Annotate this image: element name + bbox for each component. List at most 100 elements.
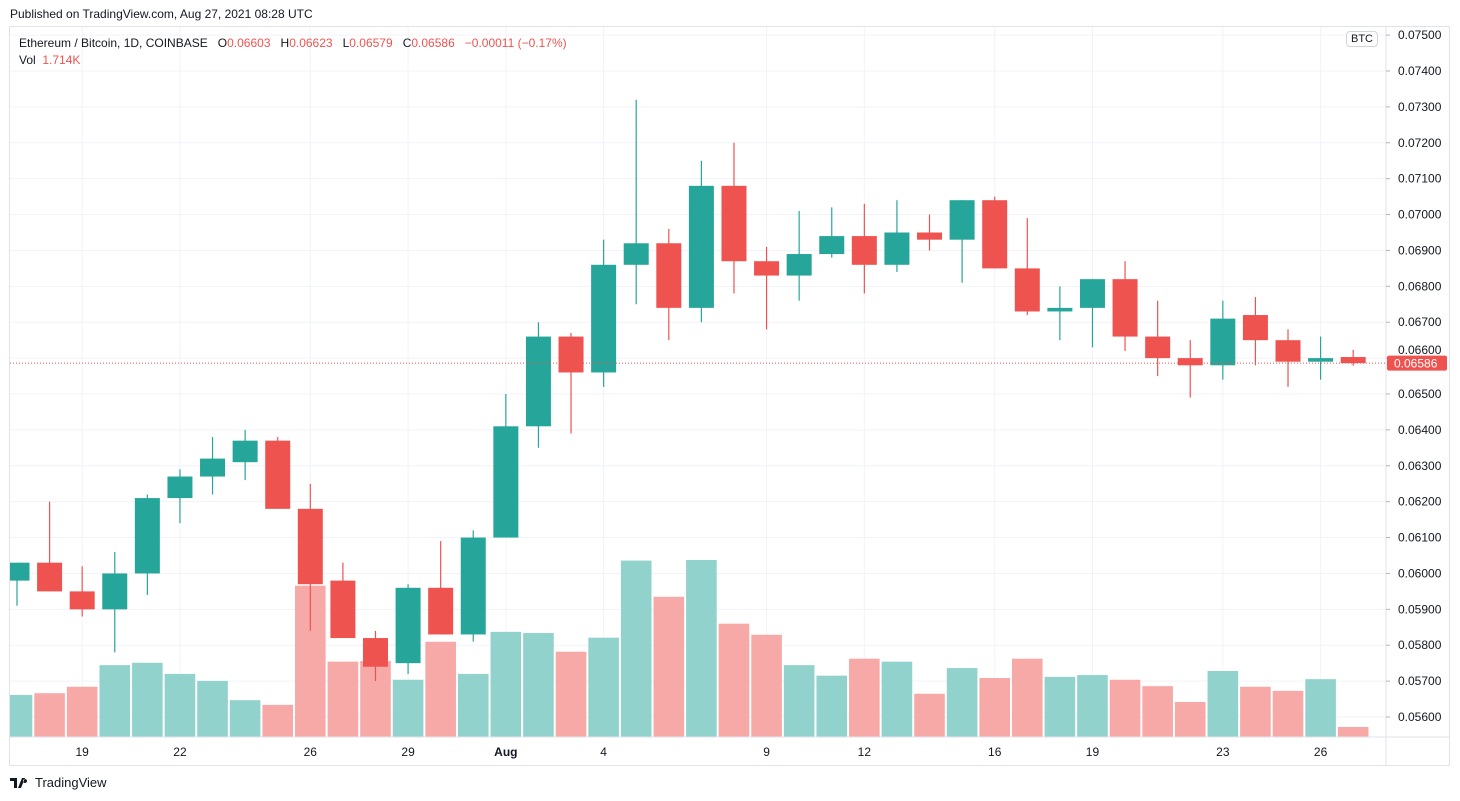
footer-brand[interactable]: TradingView xyxy=(35,775,107,790)
candle-body xyxy=(525,336,551,427)
candle xyxy=(428,541,454,635)
candle xyxy=(851,203,877,294)
candle xyxy=(493,394,519,538)
chart-legend: Ethereum / Bitcoin, 1D, COINBASE O0.0660… xyxy=(19,35,567,69)
candle xyxy=(786,210,812,301)
price-tick-label: 0.06700 xyxy=(1398,315,1442,329)
candle-body xyxy=(558,336,584,373)
candle xyxy=(1242,297,1268,366)
candle-body xyxy=(1047,307,1073,312)
footer: TradingView xyxy=(10,775,107,790)
volume-bar xyxy=(686,560,717,737)
candle xyxy=(37,501,63,592)
candle xyxy=(721,142,747,294)
time-tick-label: Aug xyxy=(494,745,517,759)
high-label: H xyxy=(280,36,290,50)
candle-body xyxy=(1014,268,1040,312)
price-tick-label: 0.06200 xyxy=(1398,495,1442,509)
candle xyxy=(460,530,486,642)
volume-bar xyxy=(1077,675,1108,737)
volume-bar xyxy=(132,662,163,737)
price-tick-label: 0.06600 xyxy=(1398,343,1442,357)
candle xyxy=(982,196,1008,269)
volume-bar xyxy=(816,675,848,737)
candle-body xyxy=(232,440,258,463)
price-tick-label: 0.06400 xyxy=(1398,423,1442,437)
low-value: 0.06579 xyxy=(349,36,393,50)
volume-bars xyxy=(10,560,1369,737)
volume-bar xyxy=(1240,686,1271,737)
candle xyxy=(819,207,845,258)
volume-label: Vol xyxy=(19,53,36,67)
candle-body xyxy=(493,426,519,538)
candle-body xyxy=(982,200,1008,269)
volume-bar xyxy=(849,658,880,737)
volume-bar xyxy=(66,686,98,737)
volume-bar xyxy=(457,673,489,737)
chart-frame xyxy=(9,26,1450,766)
candles xyxy=(10,99,1366,682)
volume-bar xyxy=(1337,726,1369,737)
candle-body xyxy=(428,587,454,635)
candle-body xyxy=(917,232,943,240)
volume-bar xyxy=(1174,701,1206,737)
candle-body xyxy=(265,440,291,509)
candle-body xyxy=(1275,340,1301,362)
last-price-text: 0.06586 xyxy=(1394,357,1438,371)
price-tick-label: 0.07100 xyxy=(1398,172,1442,186)
candle xyxy=(1014,218,1040,316)
price-chart[interactable]: 0.07500 0.07400 0.07300 0.07200 0.07100 0.070… xyxy=(10,27,1450,765)
candle-body xyxy=(102,573,128,610)
candle xyxy=(656,228,682,341)
volume-bar xyxy=(229,700,261,737)
volume-bar xyxy=(34,693,65,737)
candle-body xyxy=(819,236,845,255)
low-label: L xyxy=(342,36,350,50)
volume-bar xyxy=(392,679,424,737)
close-value: 0.06586 xyxy=(411,36,455,50)
candle-body xyxy=(1242,315,1268,341)
close-label: C xyxy=(402,36,412,50)
candle xyxy=(362,630,388,682)
candle-body xyxy=(721,185,747,262)
candle-body xyxy=(1112,279,1138,337)
volume-bar xyxy=(490,631,522,737)
candle-body xyxy=(69,591,95,610)
candle xyxy=(1275,329,1301,387)
candle xyxy=(395,584,421,674)
candle xyxy=(1079,279,1105,348)
time-tick-label: 26 xyxy=(1314,745,1328,759)
price-tick-label: 0.07400 xyxy=(1398,64,1442,78)
candle-body xyxy=(200,458,226,477)
volume-bar xyxy=(99,665,131,737)
volume-bar xyxy=(555,651,587,737)
volume-bar xyxy=(262,704,294,737)
volume-bar xyxy=(523,633,554,737)
candle-body xyxy=(362,638,388,667)
volume-bar xyxy=(1142,686,1173,737)
time-tick-label: 12 xyxy=(858,745,872,759)
candle-body xyxy=(460,537,486,635)
time-tick-label: 19 xyxy=(1086,745,1100,759)
candle-body xyxy=(591,264,617,373)
price-tick-label: 0.05800 xyxy=(1398,638,1442,652)
volume-bar xyxy=(914,693,945,737)
candle-body xyxy=(1340,357,1366,364)
volume-bar xyxy=(653,596,685,737)
price-tick-label: 0.05600 xyxy=(1398,710,1442,724)
volume-bar xyxy=(164,673,196,737)
price-axis: 0.07500 0.07400 0.07300 0.07200 0.07100 0.070… xyxy=(1386,28,1442,724)
symbol-title[interactable]: Ethereum / Bitcoin, 1D, COINBASE xyxy=(19,36,208,50)
price-tick-label: 0.05900 xyxy=(1398,602,1442,616)
candle xyxy=(330,562,356,639)
candle-body xyxy=(754,261,780,276)
candle-body xyxy=(656,243,682,308)
candle xyxy=(525,322,551,448)
candle-body xyxy=(1177,358,1203,366)
candle-body xyxy=(1210,318,1236,366)
price-tick-label: 0.06800 xyxy=(1398,279,1442,293)
candle xyxy=(558,332,584,434)
currency-badge[interactable]: BTC xyxy=(1346,31,1378,47)
candle xyxy=(1177,340,1203,398)
candle xyxy=(917,214,943,251)
